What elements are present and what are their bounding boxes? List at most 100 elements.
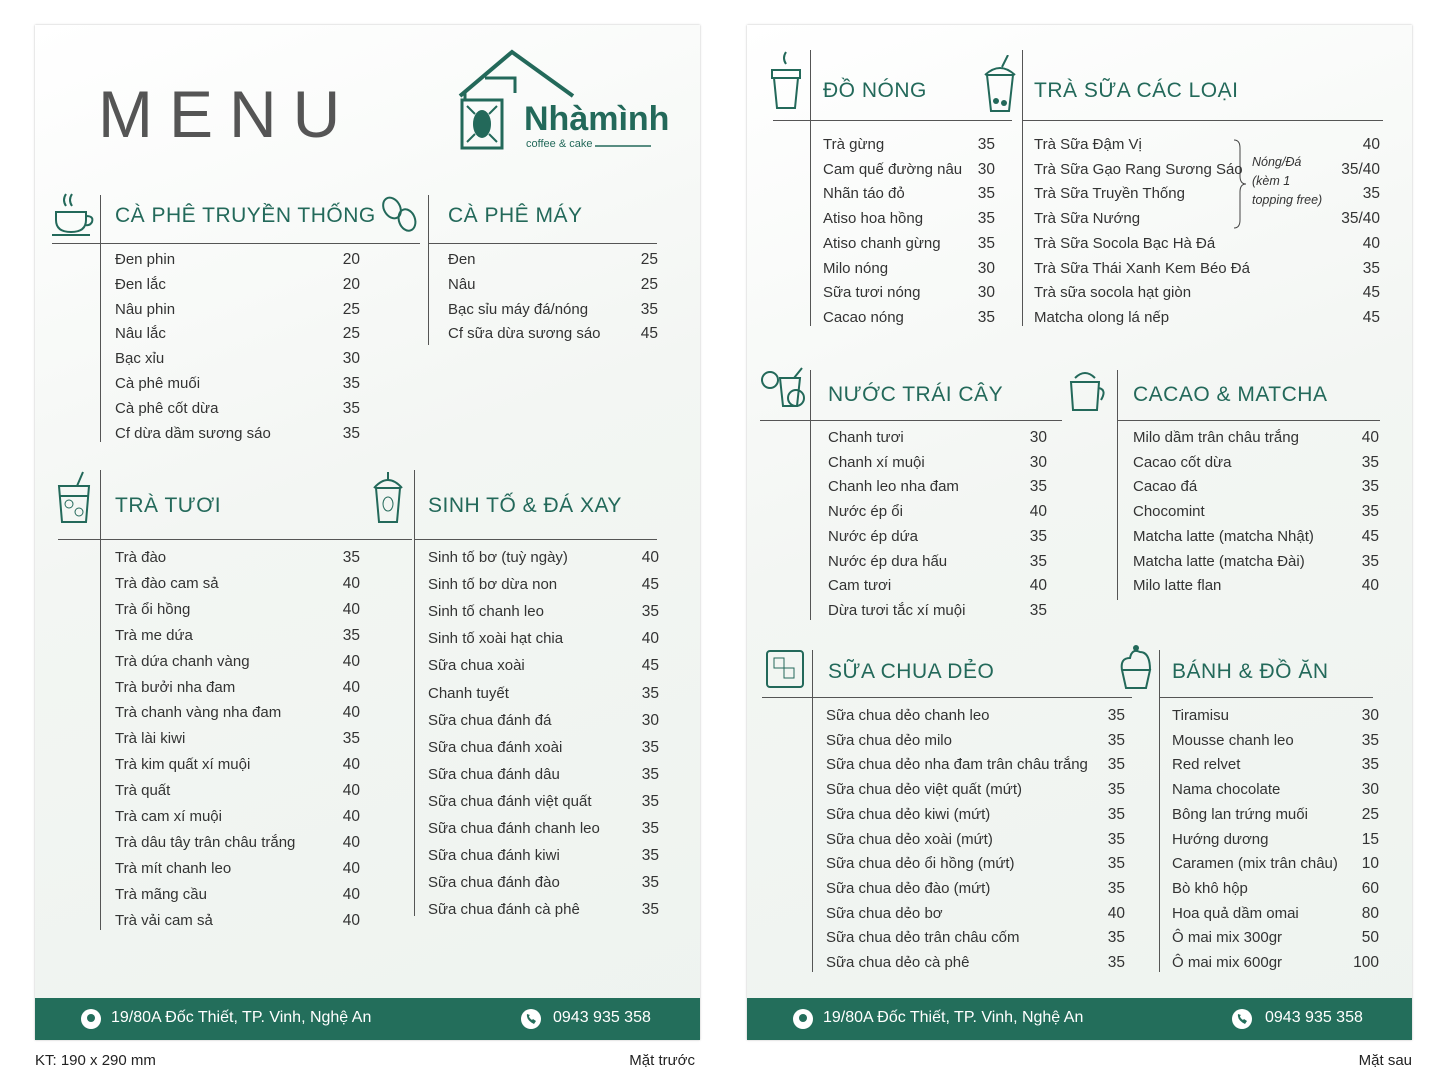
item-name: Trà bưởi nha đam bbox=[115, 678, 236, 696]
item-name: Sữa chua đánh đá bbox=[428, 711, 552, 729]
item-price: 35 bbox=[1361, 453, 1379, 471]
divider bbox=[810, 50, 811, 326]
item-price: 45 bbox=[640, 325, 658, 343]
item-price: 35 bbox=[342, 730, 360, 748]
item-price: 35 bbox=[641, 874, 659, 892]
item-price: 30 bbox=[977, 284, 995, 302]
item-price: 40 bbox=[342, 885, 360, 903]
item-name: Nama chocolate bbox=[1172, 781, 1281, 799]
item-price: 60 bbox=[1361, 879, 1379, 897]
item-price: 35 bbox=[641, 738, 659, 756]
section-title: NƯỚC TRÁI CÂY bbox=[828, 383, 1004, 406]
item-name: Trà Sữa Gạo Rang Sương Sáo bbox=[1034, 160, 1243, 178]
item-name: Trà gừng bbox=[823, 136, 885, 153]
item-name: Sữa chua đánh việt quất bbox=[428, 792, 592, 810]
item-name: Chanh tươi bbox=[828, 429, 904, 446]
phone: 0943 935 358 bbox=[1265, 1009, 1363, 1026]
item-price: 35 bbox=[1029, 527, 1047, 545]
item-name: Tiramisu bbox=[1172, 707, 1229, 724]
item-name: Đen bbox=[448, 251, 476, 268]
item-name: Sữa chua dẻo ổi hồng (mứt) bbox=[826, 855, 1015, 873]
item-price: 35 bbox=[1107, 929, 1125, 947]
item-price: 35 bbox=[1361, 756, 1379, 774]
item-price: 35 bbox=[1107, 954, 1125, 971]
item-price: 35 bbox=[1361, 731, 1379, 749]
item-name: Sữa chua dẻo milo bbox=[826, 731, 952, 749]
item-name: Cà phê muối bbox=[115, 375, 201, 392]
item-name: Trà Sữa Truyền Thống bbox=[1034, 185, 1185, 203]
divider bbox=[762, 697, 1132, 698]
item-price: 50 bbox=[1361, 929, 1379, 947]
item-name: Sữa chua dẻo trân châu cốm bbox=[826, 929, 1020, 947]
item-name: Sinh tố bơ (tuỳ ngày) bbox=[428, 549, 568, 566]
icon-cake bbox=[1120, 645, 1152, 689]
item-name: Caramen (mix trân châu) bbox=[1172, 855, 1338, 873]
item-name: Sữa chua dẻo đào (mứt) bbox=[826, 879, 991, 897]
section-title: TRÀ TƯƠI bbox=[115, 494, 222, 517]
item-name: Cf dừa dầm sương sáo bbox=[115, 424, 271, 442]
divider bbox=[100, 195, 101, 442]
item-name: Matcha latte (matcha Nhật) bbox=[1133, 527, 1314, 545]
item-price: 40 bbox=[342, 756, 360, 774]
item-name: Sữa chua đánh đào bbox=[428, 874, 560, 892]
item-name: Sữa chua dẻo xoài (mứt) bbox=[826, 830, 993, 848]
divider bbox=[414, 470, 415, 916]
item-price: 35 bbox=[342, 375, 360, 392]
item-name: Đen lắc bbox=[115, 275, 166, 293]
address: 19/80A Đốc Thiết, TP. Vinh, Nghệ An bbox=[823, 1009, 1084, 1026]
item-price: 25 bbox=[342, 325, 360, 343]
item-price: 30 bbox=[977, 160, 995, 178]
item-price: 35 bbox=[641, 820, 659, 837]
item-name: Sữa chua đánh cà phê bbox=[428, 901, 580, 919]
item-name: Sữa tươi nóng bbox=[823, 284, 921, 302]
item-price: 35 bbox=[1029, 552, 1047, 570]
item-name: Trà mãng cầu bbox=[115, 885, 207, 903]
pin-icon bbox=[81, 1009, 101, 1029]
item-name: Đen phin bbox=[115, 251, 176, 268]
item-name: Nước ép ổi bbox=[828, 503, 903, 521]
icon-cup bbox=[52, 193, 94, 236]
item-price: 35 bbox=[1029, 601, 1047, 619]
item-price: 40 bbox=[342, 652, 360, 670]
phone: 0943 935 358 bbox=[553, 1009, 651, 1026]
divider bbox=[428, 243, 657, 244]
divider bbox=[1159, 650, 1160, 972]
item-name: Trà chanh vàng nha đam bbox=[115, 704, 282, 722]
item-price: 40 bbox=[342, 678, 360, 696]
item-name: Cf sữa dừa sương sáo bbox=[448, 325, 601, 343]
divider bbox=[414, 539, 657, 540]
item-name: Trà Sữa Thái Xanh Kem Béo Đá bbox=[1034, 259, 1250, 277]
item-name: Chocomint bbox=[1133, 503, 1205, 521]
item-name: Cam tươi bbox=[828, 577, 892, 595]
item-name: Sữa chua đánh xoài bbox=[428, 738, 563, 756]
icon-yogurt bbox=[766, 650, 804, 688]
item-name: Trà Sữa Nướng bbox=[1034, 210, 1141, 228]
menu-title: MENU bbox=[98, 77, 357, 151]
divider bbox=[1159, 697, 1373, 698]
item-note: topping free) bbox=[1252, 193, 1323, 207]
item-price: 40 bbox=[342, 808, 360, 825]
item-name: Chanh tuyết bbox=[428, 684, 509, 702]
item-name: Cacao nóng bbox=[823, 308, 904, 326]
item-price: 40 bbox=[641, 549, 659, 566]
item-price: 35 bbox=[641, 684, 659, 702]
address: 19/80A Đốc Thiết, TP. Vinh, Nghệ An bbox=[111, 1009, 372, 1026]
item-price: 20 bbox=[342, 251, 360, 268]
item-price: 35 bbox=[641, 901, 659, 919]
back-page bbox=[747, 25, 1412, 1040]
item-name: Cà phê cốt dừa bbox=[115, 399, 219, 417]
icon-hot bbox=[771, 51, 801, 109]
item-price: 45 bbox=[1361, 527, 1379, 545]
item-name: Hướng dương bbox=[1172, 830, 1269, 848]
back-footer bbox=[747, 998, 1412, 1040]
item-name: Trà ổi hồng bbox=[115, 600, 191, 618]
item-price: 35 bbox=[342, 626, 360, 644]
item-price: 35 bbox=[1029, 478, 1047, 496]
divider bbox=[810, 370, 811, 620]
item-price: 40 bbox=[342, 859, 360, 877]
section-title: ĐỒ NÓNG bbox=[823, 79, 927, 102]
item-price: 35 bbox=[641, 847, 659, 865]
item-name: Sữa chua đánh dâu bbox=[428, 765, 560, 783]
item-name: Milo latte flan bbox=[1133, 577, 1222, 595]
item-name: Trà Sữa Đậm Vị bbox=[1034, 136, 1142, 153]
